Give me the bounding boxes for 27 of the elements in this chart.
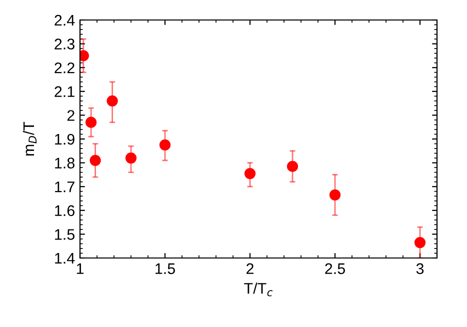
x-axis-title: T/T$_{c}$ (244, 282, 273, 296)
y-tick-label: 1.9 (55, 134, 74, 145)
point (125, 152, 137, 164)
point (414, 236, 426, 248)
point (159, 139, 171, 151)
point (106, 95, 118, 106)
y-tick-label: 2.1 (54, 86, 74, 97)
y-tick-label: 2.2 (54, 62, 74, 74)
y-tick-label: 2.3 (54, 38, 74, 50)
y-tick-label: 1.4 (55, 253, 75, 264)
point (90, 154, 101, 166)
point (286, 160, 298, 172)
x-tick-label: 2.5 (325, 263, 345, 274)
x-tick-label: 1.5 (156, 263, 175, 274)
y-axis-title: m$_{D}$/T (22, 122, 36, 156)
x-tick-label: 1 (76, 263, 84, 274)
point (85, 116, 97, 128)
y-tick-label: 2 (67, 110, 74, 121)
y-tick-label: 1.7 (55, 182, 74, 192)
point (244, 168, 256, 180)
y-tick-label: 2.4 (54, 14, 75, 26)
y-tick-label: 1.8 (55, 158, 74, 168)
point (329, 189, 341, 200)
y-tick-label: 1.5 (55, 229, 74, 240)
y-tick-label: 1.6 (55, 205, 74, 216)
x-tick-label: 3 (416, 263, 424, 274)
x-tick-label: 2 (246, 263, 254, 274)
